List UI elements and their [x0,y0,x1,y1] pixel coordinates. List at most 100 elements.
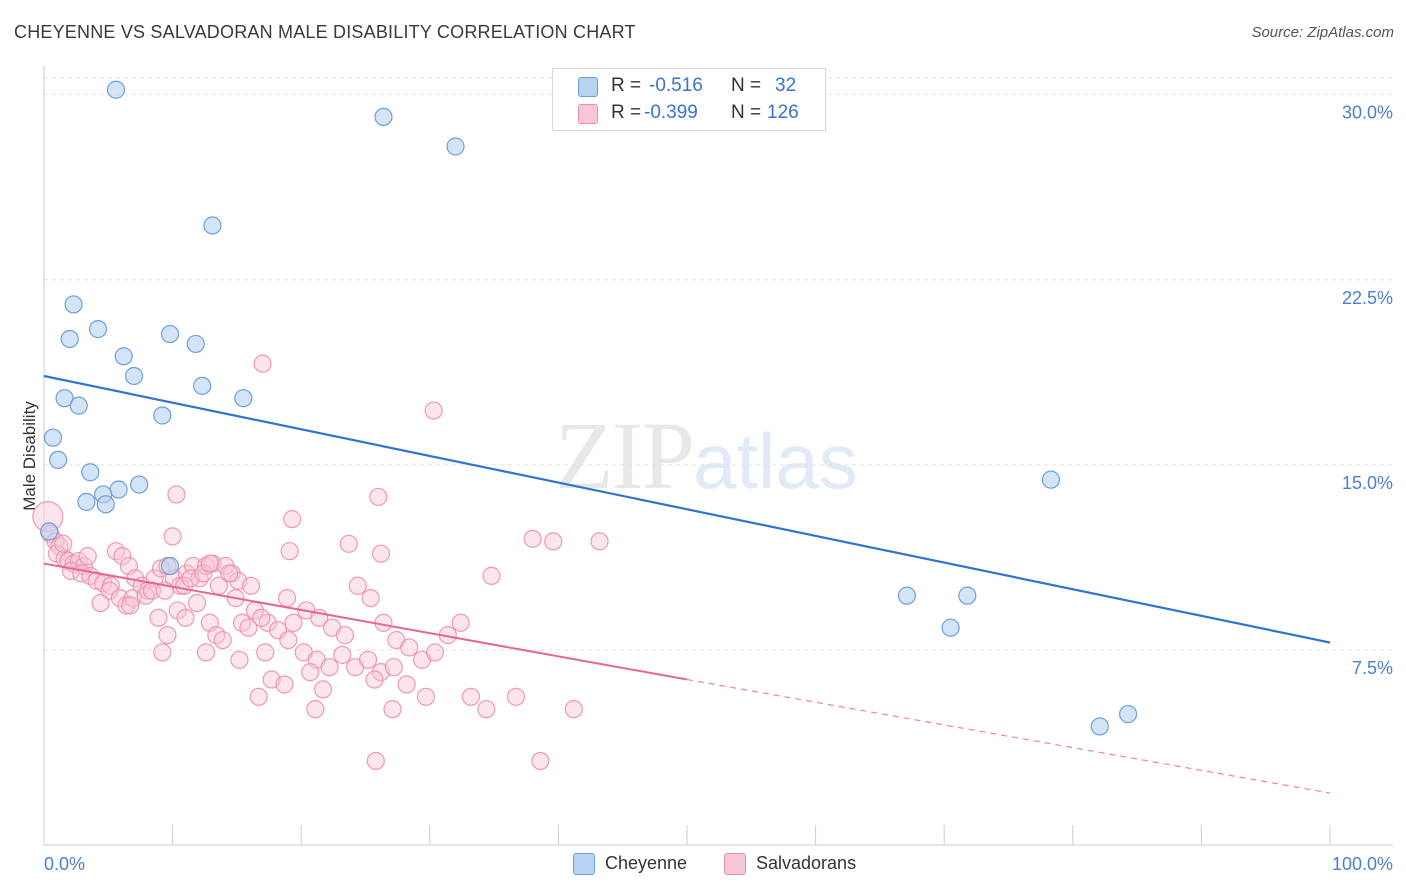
salvadorans-point [523,529,542,548]
legend-n-value: 32 [775,75,797,96]
salvadorans-point [365,670,384,689]
salvadorans-point [167,485,186,504]
salvadorans-point [320,658,339,677]
salvadorans-point [110,588,129,608]
salvadorans-point [339,534,358,553]
salvadorans-point [424,401,443,420]
salvadorans-point [366,751,385,771]
salvadorans-point [113,547,132,566]
cheyenne-point [186,334,205,354]
cheyenne-point [77,492,96,511]
cheyenne-point [114,347,133,366]
cheyenne-trend-line [43,374,1331,644]
salvadorans-point [249,687,268,706]
salvadorans-point [280,542,299,561]
y-tick-label: 7.5% [1352,658,1393,678]
cheyenne-point [160,324,180,344]
salvadorans-point [194,564,213,583]
salvadorans-swatch [578,104,598,124]
source-credit: Source: ZipAtlas.com [1251,24,1394,41]
legend-n-label: N = [731,102,762,123]
salvadorans-point [416,687,436,706]
salvadorans-point [544,532,563,551]
y-tick-label: 15.0% [1342,473,1393,493]
x-tick-label-max: 100.0% [1332,854,1393,874]
salvadorans-point [187,593,207,613]
salvadorans-point [176,608,195,627]
y-tick-label: 30.0% [1342,103,1393,123]
cheyenne-point [1090,717,1109,736]
salvadorans-point [506,687,526,706]
x-tick-label-min: 0.0% [44,854,85,874]
salvadorans-point [400,638,419,657]
salvadorans-point [253,354,272,373]
salvadorans-point [451,613,470,632]
cheyenne-point [69,396,88,415]
cheyenne-point [81,463,100,482]
legend-n-value: 126 [767,102,799,123]
salvadorans-point [371,544,391,563]
salvadorans-point [200,554,219,573]
salvadorans-point [275,675,294,694]
cheyenne-point [49,450,68,470]
cheyenne-point [96,495,115,514]
legend-row-salvadorans: R = -0.399 N = 126 [553,101,825,127]
cheyenne-point [64,295,83,314]
salvadorans-point [482,566,501,585]
salvadorans-point [335,626,355,645]
salvadorans-legend-label: Salvadorans [756,853,857,873]
watermark: ZIPatlas [555,400,858,511]
salvadorans-point [284,613,303,632]
salvadorans-point [168,601,187,620]
legend-n-label: N = [731,75,762,96]
cheyenne-point [446,137,465,156]
salvadorans-point [358,650,378,669]
cheyenne-point [40,522,59,541]
salvadorans-point [333,645,352,664]
salvadorans-point [277,588,297,608]
cheyenne-point [374,107,393,126]
watermark-atlas: atlas [693,417,858,505]
cheyenne-point [55,389,74,408]
salvadorans-point [153,643,172,662]
salvadorans-point [220,564,239,583]
y-tick-label: 22.5% [1342,288,1393,308]
salvadorans-point [361,588,380,608]
cheyenne-point [1041,470,1061,489]
salvadorans-point [121,596,140,615]
salvadorans-trend-line [43,562,688,681]
cheyenne-point [234,389,253,408]
cheyenne-point [941,618,960,637]
salvadorans-point [252,608,271,627]
salvadorans-point [241,576,261,595]
salvadorans-point [256,643,275,662]
watermark-zip: ZIP [555,402,695,509]
salvadorans-legend-swatch [724,853,746,875]
cheyenne-point [897,586,917,605]
salvadorans-point [54,534,73,553]
cheyenne-legend-swatch [573,853,595,875]
legend-r-label: R = [611,75,642,96]
salvadorans-point [477,700,496,719]
legend-r-label: R = [611,102,642,123]
cheyenne-point [106,80,126,99]
salvadorans-point [590,532,609,551]
cheyenne-point [130,475,149,494]
cheyenne-point [958,586,977,605]
legend-r-value: -0.399 [644,102,698,123]
salvadorans-point [301,663,320,682]
salvadorans-point [383,700,402,719]
salvadorans-point [313,680,333,699]
salvadorans-point [230,650,249,669]
chart-title: CHEYENNE VS SALVADORAN MALE DISABILITY C… [14,22,636,42]
salvadorans-point [117,596,136,615]
salvadorans-point [91,593,110,613]
salvadorans-point [158,626,177,645]
cheyenne-point [60,329,79,349]
cheyenne-point [88,320,108,339]
salvadorans-point [213,630,232,650]
salvadorans-point [461,687,481,706]
cheyenne-point [124,366,144,386]
cheyenne-point [193,376,212,395]
